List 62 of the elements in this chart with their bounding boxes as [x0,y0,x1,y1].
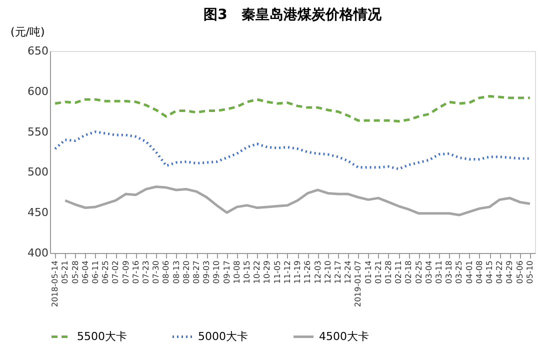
x-tick-label: 07-16 [131,260,140,284]
x-tick-label: 02-25 [414,260,424,284]
x-tick-label: 12-24 [344,260,353,284]
legend-label: 4500大卡 [319,330,369,343]
x-tick-label: 04-08 [474,260,484,284]
line-series [64,185,532,216]
x-tick-label: 04-29 [505,260,514,284]
y-tick-label: 550 [28,125,48,138]
x-tick-label: 04-01 [464,260,474,284]
x-tick-label: 06-11 [90,260,100,284]
x-tick-label: 12-17 [333,260,342,284]
x-tick-label: 11-19 [293,260,302,284]
x-tick-label: 10-29 [262,260,272,284]
x-tick-label: 06-04 [80,260,90,284]
x-tick-label: 05-06 [515,260,524,284]
y-tick-label: 450 [28,206,48,220]
x-tick-label: 01-14 [364,260,373,284]
y-tick-label: 600 [28,84,48,98]
x-tick-label: 02-11 [394,260,404,284]
x-tick-label: 06-25 [101,260,110,284]
legend-label: 5500大卡 [77,330,127,343]
line-series [54,130,532,170]
x-tick-label: 12-03 [313,260,322,284]
x-tick-label: 04-22 [495,260,504,284]
x-tick-label: 01-28 [384,260,393,284]
x-tick-label: 03-04 [424,260,434,284]
x-tick-label: 08-06 [162,260,171,284]
x-tick-label: 03-11 [434,260,444,284]
x-tick-label: 11-05 [272,260,282,284]
x-tick-label: 12-10 [323,260,332,284]
x-tick-label: 05-28 [70,260,80,284]
x-tick-label: 02-18 [404,260,414,284]
x-tick-label: 10-08 [232,260,242,284]
y-axis-title: (元/吨) [10,26,45,38]
x-tick-label: 11-26 [303,260,312,284]
y-tick-label: 500 [28,166,48,179]
x-tick-label: 07-30 [152,260,161,284]
x-tick-label: 05-21 [60,260,70,284]
x-tick-label: 01-21 [374,260,383,284]
x-tick-label: 05-10 [525,260,534,284]
x-tick-label: 07-09 [121,260,130,284]
x-tick-label: 11-12 [282,260,292,284]
y-tick-label: 650 [28,44,48,58]
x-tick-label: 08-13 [172,260,181,284]
x-tick-label: 03-25 [454,260,464,284]
x-tick-label: 08-20 [182,260,191,284]
y-tick-label: 400 [28,246,48,260]
x-tick-label: 2019-01-07 [354,260,363,307]
chart-title: 图3 秦皇岛港煤炭价格情况 [204,7,382,23]
x-tick-label: 04-15 [485,260,494,284]
x-tick-label: 07-02 [111,260,120,284]
x-tick-label: 09-10 [212,260,222,284]
x-tick-label: 10-15 [242,260,252,284]
x-tick-label: 09-17 [222,260,232,284]
legend-label: 5000大卡 [198,330,248,343]
x-tick-label: 07-23 [141,260,150,284]
x-tick-label: 03-18 [444,260,454,284]
x-tick-label: 2018-05-14 [50,260,60,307]
line-series [54,95,532,123]
x-tick-label: 08-27 [192,260,202,284]
x-tick-label: 09-03 [202,260,212,284]
x-tick-label: 10-22 [252,260,262,284]
